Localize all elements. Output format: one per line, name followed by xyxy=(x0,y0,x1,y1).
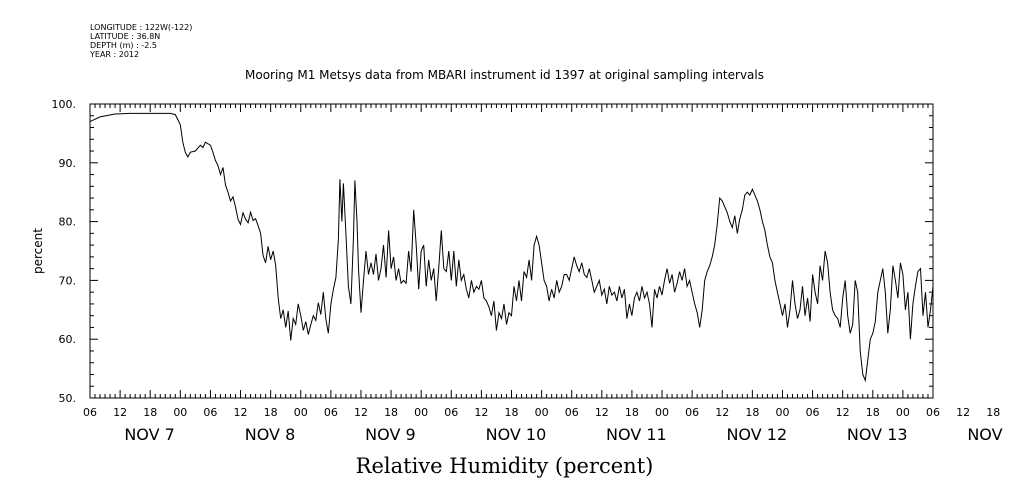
x-hour-tick-label: 00 xyxy=(896,406,910,419)
x-day-label: NOV 7 xyxy=(124,425,175,444)
x-hour-tick-label: 12 xyxy=(113,406,127,419)
x-day-label: NOV 12 xyxy=(726,425,787,444)
x-hour-tick-label: 18 xyxy=(745,406,759,419)
series-line-relative-humidity xyxy=(89,112,934,383)
plot-frame xyxy=(89,103,934,399)
x-hour-tick-label: 18 xyxy=(384,406,398,419)
meta-longitude: LONGITUDE : 122W(-122) xyxy=(90,23,193,32)
x-hour-tick-label: 06 xyxy=(444,406,458,419)
x-hour-tick-label: 18 xyxy=(143,406,157,419)
x-day-label: NOV 14 xyxy=(967,425,1009,444)
x-hour-tick-label: 00 xyxy=(414,406,428,419)
x-hour-tick-label: 00 xyxy=(294,406,308,419)
x-hour-tick-label: 00 xyxy=(173,406,187,419)
x-day-label: NOV 9 xyxy=(365,425,416,444)
x-hour-tick-label: 12 xyxy=(354,406,368,419)
x-hour-tick-label: 18 xyxy=(505,406,519,419)
meta-year: YEAR : 2012 xyxy=(90,50,140,59)
y-axis: 50. 60. 70. 80. 90. 100. xyxy=(52,98,933,405)
y-tick-label: 90. xyxy=(59,157,77,170)
x-hour-tick-label: 18 xyxy=(264,406,278,419)
x-hour-tick-label: 06 xyxy=(565,406,579,419)
y-tick-label: 50. xyxy=(59,392,77,405)
y-axis-label: percent xyxy=(31,228,45,274)
x-axis-title: Relative Humidity (percent) xyxy=(355,454,654,478)
y-tick-label: 60. xyxy=(59,333,77,346)
x-hour-tick-label: 00 xyxy=(655,406,669,419)
x-hour-tick-label: 06 xyxy=(324,406,338,419)
x-hour-tick-label: 06 xyxy=(806,406,820,419)
y-tick-label: 100. xyxy=(52,98,77,111)
x-hour-tick-label: 12 xyxy=(474,406,488,419)
x-hour-tick-label: 18 xyxy=(986,406,1000,419)
x-hour-tick-label: 18 xyxy=(625,406,639,419)
x-hour-tick-label: 12 xyxy=(595,406,609,419)
x-day-label: NOV 11 xyxy=(606,425,667,444)
x-hour-tick-label: 06 xyxy=(83,406,97,419)
meta-latitude: LATITUDE : 36.8N xyxy=(90,32,161,41)
x-day-label: NOV 10 xyxy=(486,425,547,444)
x-day-label: NOV 13 xyxy=(847,425,908,444)
x-day-label: NOV 8 xyxy=(245,425,296,444)
x-hour-tick-label: 06 xyxy=(926,406,940,419)
chart-title: Mooring M1 Metsys data from MBARI instru… xyxy=(245,68,764,82)
meta-depth: DEPTH (m) : -2.5 xyxy=(90,41,157,50)
x-hour-tick-label: 06 xyxy=(685,406,699,419)
x-axis: 06 12 18 00 06 12 18 00 06 12 18 00 06 12 18 00 06 12 18 00… xyxy=(83,104,1009,444)
x-hour-tick-label: 18 xyxy=(866,406,880,419)
x-hour-tick-label: 12 xyxy=(836,406,850,419)
x-hour-tick-label: 00 xyxy=(535,406,549,419)
x-hour-tick-label: 12 xyxy=(956,406,970,419)
x-hour-tick-label: 06 xyxy=(203,406,217,419)
y-tick-label: 80. xyxy=(59,216,77,229)
x-hour-tick-label: 12 xyxy=(234,406,248,419)
x-hour-tick-label: 00 xyxy=(775,406,789,419)
x-hour-tick-label: 12 xyxy=(715,406,729,419)
y-tick-label: 70. xyxy=(59,274,77,287)
